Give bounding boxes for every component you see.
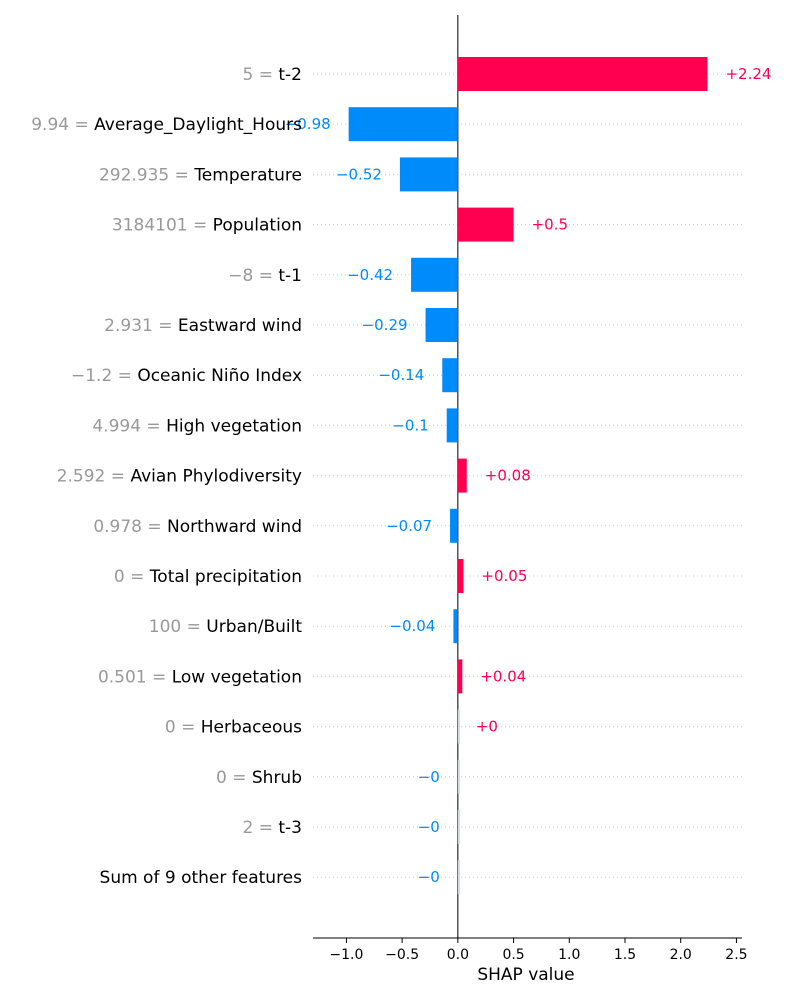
bar-value-label: −0 [418, 768, 440, 786]
feature-name: Total precipitation [149, 567, 302, 587]
feature-value: 0.978 = [93, 517, 167, 537]
x-tick-label: 1.5 [614, 947, 636, 963]
x-tick-label: 2.5 [725, 947, 747, 963]
feature-label: 4.994 = High vegetation [92, 416, 302, 436]
bar [457, 659, 463, 694]
feature-value: 2 = [243, 818, 279, 838]
feature-label: −8 = t-1 [228, 266, 302, 286]
feature-label: Sum of 9 other features [100, 868, 303, 888]
bar-value-label: −0.29 [362, 316, 408, 334]
bar [457, 810, 460, 844]
feature-value: −1.2 = [71, 366, 137, 386]
feature-name: t-2 [278, 65, 302, 85]
feature-name: High vegetation [166, 416, 302, 436]
feature-label: 0 = Total precipitation [114, 567, 302, 587]
feature-value: 2.931 = [104, 316, 178, 336]
bar [457, 458, 467, 493]
labels-layer: +2.245 = t-2−0.989.94 = Average_Daylight… [31, 65, 771, 888]
feature-label: 2 = t-3 [243, 818, 303, 838]
feature-label: −1.2 = Oceanic Niño Index [71, 366, 302, 386]
bar-value-label: −0.04 [389, 617, 435, 635]
feature-label: 0 = Herbaceous [165, 718, 302, 738]
bar [450, 508, 458, 543]
feature-name: Low vegetation [172, 667, 302, 687]
bar [457, 709, 460, 744]
feature-label: 2.592 = Avian Phylodiversity [57, 467, 302, 487]
x-tick-label: −1.0 [329, 947, 363, 963]
feature-label: 3184101 = Population [112, 216, 302, 236]
x-tick-label: 0.5 [502, 947, 524, 963]
feature-label: 292.935 = Temperature [99, 165, 302, 185]
feature-name: Population [213, 216, 302, 236]
bar-value-label: −0.14 [378, 366, 424, 384]
feature-label: 9.94 = Average_Daylight_Hours [31, 115, 302, 135]
bar-value-label: −0.1 [392, 416, 428, 434]
feature-name: Herbaceous [201, 718, 302, 738]
feature-label: 0 = Shrub [216, 768, 302, 788]
bar-value-label: −0 [418, 818, 440, 836]
feature-value: 0.501 = [98, 667, 172, 687]
bar-value-label: +0.5 [532, 216, 568, 234]
feature-value: −8 = [228, 266, 278, 286]
x-tick-label: 0.0 [447, 947, 469, 963]
bar [442, 358, 458, 393]
bar [457, 759, 460, 794]
feature-label: 0.501 = Low vegetation [98, 667, 302, 687]
feature-value: 0 = [216, 768, 252, 788]
x-axis: −1.0 −0.5 0.0 0.5 1.0 1.5 2.0 2.5 [313, 937, 748, 963]
x-tick-label: 2.0 [670, 947, 692, 963]
bar [399, 157, 458, 192]
bar [457, 207, 514, 242]
feature-name: Oceanic Niño Index [137, 366, 302, 386]
feature-value: 292.935 = [99, 165, 194, 185]
x-tick-label: −0.5 [385, 947, 419, 963]
feature-value: 0 = [114, 567, 150, 587]
feature-name: Northward wind [167, 517, 302, 537]
bar [457, 860, 460, 895]
bar [457, 559, 464, 593]
x-tick-label: 1.0 [558, 947, 580, 963]
feature-name: Urban/Built [206, 617, 302, 637]
bar [457, 57, 708, 91]
bar-value-label: +0.05 [481, 567, 527, 585]
bar-value-label: +0.08 [485, 467, 531, 485]
bar-value-label: +2.24 [725, 65, 771, 83]
bar [411, 257, 458, 292]
feature-label: 5 = t-2 [243, 65, 303, 85]
bar [453, 609, 458, 644]
feature-name: t-3 [278, 818, 302, 838]
bar-value-label: −0 [418, 868, 440, 886]
feature-value: 2.592 = [57, 467, 131, 487]
feature-name: Temperature [193, 165, 302, 185]
feature-value: 100 = [149, 617, 207, 637]
bar-value-label: +0.04 [480, 667, 526, 685]
feature-value: 5 = [243, 65, 279, 85]
bar-value-label: −0.98 [285, 115, 331, 133]
feature-value: 3184101 = [112, 216, 213, 236]
feature-name: Average_Daylight_Hours [94, 115, 302, 135]
bar [425, 308, 458, 342]
feature-name: Avian Phylodiversity [130, 467, 302, 487]
feature-value: 4.994 = [92, 416, 166, 436]
feature-name: t-1 [278, 266, 302, 286]
bar-value-label: −0.52 [336, 165, 382, 183]
bar [348, 107, 458, 142]
bar-value-label: +0 [476, 718, 498, 736]
feature-label: 100 = Urban/Built [149, 617, 303, 637]
feature-label: 2.931 = Eastward wind [104, 316, 302, 336]
bar-value-label: −0.07 [386, 517, 432, 535]
feature-value: 0 = [165, 718, 201, 738]
feature-value: 9.94 = [31, 115, 94, 135]
bars-layer [348, 57, 708, 895]
bar-value-label: −0.42 [347, 266, 393, 284]
feature-name: Shrub [252, 768, 302, 788]
bar [446, 408, 458, 443]
x-axis-label: SHAP value [477, 965, 574, 985]
feature-label: 0.978 = Northward wind [93, 517, 302, 537]
feature-name: Eastward wind [178, 316, 302, 336]
feature-name: Sum of 9 other features [100, 868, 303, 888]
